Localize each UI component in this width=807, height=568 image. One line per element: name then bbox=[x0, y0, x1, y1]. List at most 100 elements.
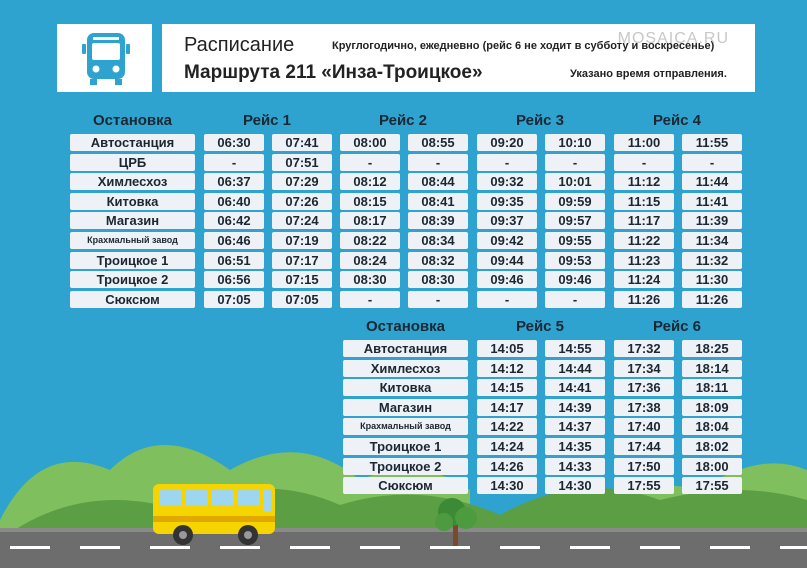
time-cell: 14:22 bbox=[477, 418, 537, 436]
trip-header: Рейс 5 bbox=[515, 318, 565, 335]
time-cell: 08:44 bbox=[408, 173, 468, 191]
time-cell: 09:20 bbox=[477, 134, 537, 151]
stop-name: Крахмальный завод bbox=[70, 232, 195, 249]
time-cell: 07:51 bbox=[272, 153, 332, 171]
time-cell: 09:32 bbox=[477, 173, 537, 191]
time-cell: 17:38 bbox=[614, 398, 674, 416]
time-cell: 09:35 bbox=[477, 192, 537, 210]
trip-header: Рейс 1 bbox=[242, 112, 292, 129]
stop-name: Китовка bbox=[70, 192, 195, 210]
route-title: Маршрута 211 «Инза-Троицкое» bbox=[184, 62, 483, 83]
time-cell: 11:41 bbox=[682, 192, 742, 210]
time-cell: 14:24 bbox=[477, 438, 537, 455]
time-cell: 06:51 bbox=[204, 251, 264, 269]
time-cell: - bbox=[408, 290, 468, 308]
time-cell: 07:29 bbox=[272, 173, 332, 191]
time-cell: - bbox=[340, 290, 400, 308]
time-cell: 09:59 bbox=[545, 192, 605, 210]
stop-name: Автостанция bbox=[70, 134, 195, 151]
time-cell: 14:44 bbox=[545, 359, 605, 377]
schedule-note: Круглогодично, ежедневно (рейс 6 не ходи… bbox=[332, 40, 715, 52]
trip-header: Рейс 3 bbox=[515, 112, 565, 129]
time-cell: 07:19 bbox=[272, 232, 332, 249]
time-cell: 14:26 bbox=[477, 457, 537, 475]
time-cell: 11:26 bbox=[682, 290, 742, 308]
time-cell: 17:55 bbox=[682, 477, 742, 495]
time-cell: 14:55 bbox=[545, 340, 605, 357]
stop-name: Китовка bbox=[343, 379, 468, 397]
time-cell: 09:46 bbox=[477, 271, 537, 289]
header: Расписание Маршрута 211 «Инза-Троицкое» … bbox=[57, 24, 755, 92]
time-cell: 07:05 bbox=[272, 290, 332, 308]
time-cell: 18:09 bbox=[682, 398, 742, 416]
watermark: MOSAICA.RU bbox=[617, 30, 729, 47]
time-cell: 17:50 bbox=[614, 457, 674, 475]
time-cell: 10:10 bbox=[545, 134, 605, 151]
time-cell: 06:46 bbox=[204, 232, 264, 249]
time-cell: 17:32 bbox=[614, 340, 674, 357]
time-cell: 06:37 bbox=[204, 173, 264, 191]
time-cell: 09:42 bbox=[477, 232, 537, 249]
stop-name: Троицкое 1 bbox=[343, 438, 468, 455]
stop-name: Химлесхоз bbox=[343, 359, 468, 377]
time-cell: 14:12 bbox=[477, 359, 537, 377]
road-markings bbox=[10, 546, 807, 549]
time-cell: 11:34 bbox=[682, 232, 742, 249]
stop-name: Троицкое 2 bbox=[343, 457, 468, 475]
time-cell: 06:30 bbox=[204, 134, 264, 151]
stop-name: Магазин bbox=[70, 212, 195, 230]
time-cell: 09:55 bbox=[545, 232, 605, 249]
time-cell: 08:15 bbox=[340, 192, 400, 210]
time-cell: 11:23 bbox=[614, 251, 674, 269]
trip-header: Рейс 4 bbox=[652, 112, 702, 129]
time-cell: 14:05 bbox=[477, 340, 537, 357]
time-cell: 09:53 bbox=[545, 251, 605, 269]
time-cell: 11:55 bbox=[682, 134, 742, 151]
time-cell: 08:39 bbox=[408, 212, 468, 230]
time-cell: 17:36 bbox=[614, 379, 674, 397]
time-cell: 18:14 bbox=[682, 359, 742, 377]
time-cell: - bbox=[408, 153, 468, 171]
stop-name: ЦРБ bbox=[70, 153, 195, 171]
time-cell: 08:32 bbox=[408, 251, 468, 269]
time-cell: 09:57 bbox=[545, 212, 605, 230]
time-cell: 09:46 bbox=[545, 271, 605, 289]
time-cell: - bbox=[204, 153, 264, 171]
time-cell: 14:39 bbox=[545, 398, 605, 416]
time-cell: 14:41 bbox=[545, 379, 605, 397]
stop-name: Троицкое 1 bbox=[70, 251, 195, 269]
road-edge bbox=[0, 528, 807, 532]
time-cell: 18:00 bbox=[682, 457, 742, 475]
time-cell: 07:17 bbox=[272, 251, 332, 269]
time-cell: 11:32 bbox=[682, 251, 742, 269]
time-cell: 06:56 bbox=[204, 271, 264, 289]
stop-column-header: Остановка bbox=[93, 112, 172, 129]
time-cell: 18:04 bbox=[682, 418, 742, 436]
time-cell: 14:33 bbox=[545, 457, 605, 475]
time-cell: 08:55 bbox=[408, 134, 468, 151]
title-box: Расписание Маршрута 211 «Инза-Троицкое» … bbox=[162, 24, 755, 92]
time-cell: 11:39 bbox=[682, 212, 742, 230]
time-cell: 18:02 bbox=[682, 438, 742, 455]
trip-header: Рейс 2 bbox=[378, 112, 428, 129]
time-cell: 11:24 bbox=[614, 271, 674, 289]
time-cell: 11:12 bbox=[614, 173, 674, 191]
time-cell: 17:55 bbox=[614, 477, 674, 495]
time-cell: 08:17 bbox=[340, 212, 400, 230]
trip-header: Рейс 6 bbox=[652, 318, 702, 335]
time-cell: 14:17 bbox=[477, 398, 537, 416]
time-cell: 11:17 bbox=[614, 212, 674, 230]
departure-note: Указано время отправления. bbox=[570, 68, 727, 80]
time-cell: - bbox=[545, 153, 605, 171]
time-cell: 14:30 bbox=[477, 477, 537, 495]
time-cell: 07:05 bbox=[204, 290, 264, 308]
bus-illustration bbox=[153, 484, 275, 545]
time-cell: 11:15 bbox=[614, 192, 674, 210]
time-cell: 14:30 bbox=[545, 477, 605, 495]
time-cell: 11:00 bbox=[614, 134, 674, 151]
stop-column-header: Остановка bbox=[366, 318, 445, 335]
schedule-title: Расписание bbox=[184, 34, 295, 56]
time-cell: - bbox=[477, 290, 537, 308]
time-cell: - bbox=[477, 153, 537, 171]
